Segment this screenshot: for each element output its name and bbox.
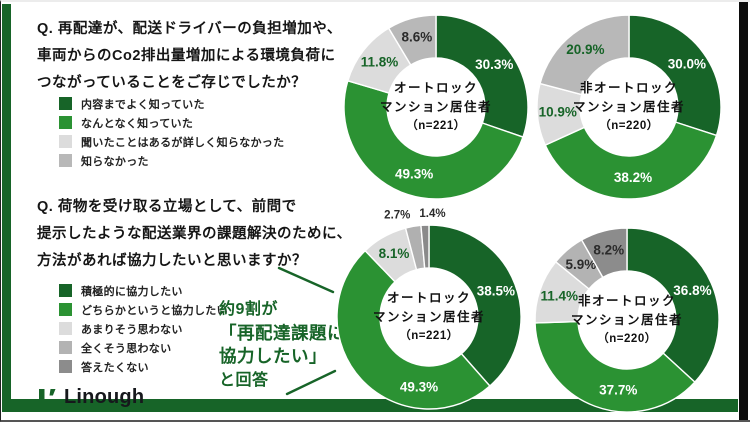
legend-item: どちらかというと協力したい [59, 303, 228, 317]
legend-item: 答えたくない [59, 360, 228, 374]
question-2-line-2: 提示したような配送業界の課題解決のために、 [37, 226, 352, 242]
question-1-line-1: Q. 再配達が、配送ドライバーの負担増加や、 [37, 21, 342, 37]
donut-slice [544, 121, 718, 200]
callout-line-1: 約9割が [219, 301, 278, 318]
donut-svg: 38.5% 49.3% 8.1% 2.7% 1.4% [336, 208, 522, 410]
donut-chart-awareness-autolock: 30.3% 49.3% 11.8% 8.6% オートロック マンション居住者 （n=221） [341, 12, 531, 202]
donut-slice [539, 14, 630, 96]
legend-item: 内容までよく知っていた [59, 97, 284, 111]
donut-chart-cooperation-non-autolock: 36.8% 37.7% 11.4% 5.9% 8.2% 非オートロック マンション居住者 （n… [532, 225, 722, 415]
legend-swatch [59, 154, 72, 167]
question-1-text: Q. 再配達が、配送ドライバーの負担増加や、 車両からのCo2排出量増加による環… [37, 16, 347, 97]
legend-item: 積極的に協力したい [59, 284, 228, 298]
legend-swatch [59, 116, 72, 129]
legend-swatch [59, 303, 72, 316]
callout-line-3: 協力したい」 [219, 346, 327, 366]
slice-value-label: 10.9% [539, 105, 577, 120]
legend-label: 答えたくない [81, 361, 149, 374]
donut-chart-awareness-non-autolock: 30.0% 38.2% 10.9% 20.9% 非オートロック マンション居住者 （n=22… [534, 12, 724, 202]
donut-svg: 30.3% 49.3% 11.8%8.6% [343, 14, 529, 200]
linough-logo-icon [39, 389, 56, 407]
donut-slice [420, 224, 430, 269]
donut-slice [580, 227, 628, 279]
legend-q1: 内容までよく知っていた なんとなく知っていた聞いたことはあるが詳しく知らなかった知… [59, 97, 284, 173]
slice-value-label: 2.7% [384, 210, 410, 222]
donut-svg: 30.0% 38.2% 10.9% 20.9% [536, 14, 722, 200]
callout-text: 約9割が 「再配達課題に 協力したい」 と回答 [219, 298, 345, 392]
slice-value-label: 49.3% [395, 167, 433, 182]
slice-value-label: 49.3% [400, 379, 438, 394]
legend-label: 聞いたことはあるが詳しく知らなかった [81, 136, 285, 149]
right-edge-bar [739, 2, 748, 420]
legend-swatch [59, 360, 72, 373]
legend-item: 知らなかった [59, 154, 284, 168]
legend-item: 聞いたことはあるが詳しく知らなかった [59, 135, 285, 149]
legend-swatch [59, 284, 72, 297]
legend-q2: 積極的に協力したいどちらかというと協力したい あまりそう思わない 全くそう思わない答… [59, 284, 228, 379]
legend-swatch [59, 322, 72, 335]
callout-emphasis-lines [277, 266, 337, 396]
slice-value-label: 11.4% [541, 289, 579, 304]
donut-slice [387, 14, 437, 66]
question-1-line-3: つながっていることをご存じでしたか？ [37, 75, 307, 91]
slice-value-label: 11.8% [361, 55, 399, 70]
slice-value-label: 1.4% [419, 208, 445, 220]
slice-value-label: 20.9% [566, 42, 604, 57]
donut-slice [628, 14, 722, 137]
legend-label: 全くそう思わない [81, 342, 172, 355]
question-2-line-1: Q. 荷物を受け取る立場として、前問で [37, 199, 297, 215]
linough-logo-text: Linough [64, 386, 145, 408]
donut-slice [435, 14, 529, 138]
legend-item: なんとなく知っていた [59, 116, 284, 130]
legend-label: 内容までよく知っていた [81, 98, 205, 111]
donut-slice [428, 224, 522, 387]
linough-logo: Linough [37, 386, 144, 409]
slice-value-label: 8.2% [593, 242, 624, 257]
slice-value-label: 30.0% [668, 57, 706, 72]
callout-line-4: と回答 [219, 371, 269, 389]
legend-item: あまりそう思わない [59, 322, 228, 336]
slice-value-label: 38.5% [477, 283, 515, 298]
slice-value-label: 8.1% [379, 246, 410, 261]
legend-swatch [59, 341, 72, 354]
slice-value-label: 30.3% [475, 57, 513, 72]
legend-label: なんとなく知っていた [81, 117, 194, 130]
legend-item: 全くそう思わない [59, 341, 228, 355]
donut-svg: 36.8% 37.7% 11.4% 5.9%8.2% [534, 227, 720, 413]
slice-value-label: 38.2% [614, 170, 652, 185]
slice-value-label: 36.8% [673, 283, 711, 298]
legend-label: 知らなかった [81, 155, 149, 168]
question-2-text: Q. 荷物を受け取る立場として、前問で 提示したような配送業界の課題解決のために… [37, 194, 352, 275]
donut-slice [626, 227, 720, 383]
legend-swatch [59, 135, 72, 148]
legend-label: 積極的に協力したい [81, 285, 183, 298]
slice-value-label: 8.6% [402, 30, 433, 45]
donut-slice [534, 320, 696, 413]
legend-label: どちらかというと協力したい [81, 304, 228, 317]
question-2-line-3: 方法があれば協力したいと思いますか？ [37, 253, 307, 269]
donut-slice [343, 80, 524, 200]
donut-chart-cooperation-autolock: 38.5% 49.3% 8.1% 2.7% 1.4% オートロック マンション居住者 （n=2… [334, 208, 524, 412]
question-1-line-2: 車両からのCo2排出量増加による環境負荷に [37, 48, 336, 64]
legend-label: あまりそう思わない [81, 323, 183, 336]
callout-line-2: 「再配達課題に [219, 322, 345, 343]
left-accent-bar [2, 4, 11, 412]
donut-slice [336, 250, 491, 410]
slice-value-label: 37.7% [599, 383, 637, 398]
slice-value-label: 5.9% [566, 257, 597, 272]
legend-swatch [59, 97, 72, 110]
bottom-accent-bar [2, 399, 738, 412]
